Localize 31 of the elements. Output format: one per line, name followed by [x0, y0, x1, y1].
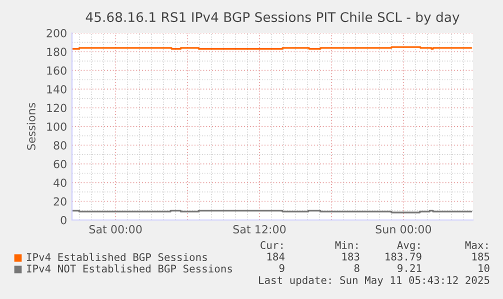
y-tick-label: 100 — [47, 122, 66, 131]
y-tick-label: 60 — [54, 160, 66, 168]
text: 184 — [267, 252, 284, 261]
y-axis-title: Sessions — [26, 102, 36, 150]
text: 8 — [354, 264, 360, 272]
legend-label: IPv4 Established BGP Sessions — [27, 252, 207, 262]
text: Last update: Sun May 11 05:43:12 2025 — [259, 276, 490, 286]
x-tick-label: Sun 00:00 — [376, 225, 432, 234]
y-tick-label: 180 — [47, 48, 66, 56]
text: Avg: — [397, 241, 420, 252]
x-tick-label: Sat 00:00 — [89, 225, 142, 234]
x-tick-label: Sat 12:00 — [233, 225, 286, 234]
legend-label: IPv4 NOT Established BGP Sessions — [27, 264, 232, 273]
y-tick-label: 20 — [54, 197, 66, 206]
y-tick-label: 120 — [47, 104, 66, 112]
text: 183.79 — [386, 252, 422, 261]
text: 10 — [478, 264, 490, 272]
text: Min: — [335, 240, 358, 249]
y-tick-label: 40 — [54, 178, 66, 187]
text: 9.21 — [398, 264, 422, 272]
text: 9 — [279, 264, 284, 272]
text: 183 — [342, 252, 360, 261]
text: Max: — [465, 241, 488, 250]
chart-title: 45.68.16.1 RS1 IPv4 BGP Sessions PIT Chile SCL - by day — [86, 12, 460, 25]
y-tick-label: 0 — [60, 216, 66, 224]
text: Cur: — [260, 241, 282, 250]
y-tick-label: 80 — [54, 141, 66, 150]
y-tick-label: 140 — [47, 85, 66, 94]
text: 185 — [472, 252, 490, 261]
y-tick-label: 160 — [47, 66, 66, 75]
y-tick-label: 200 — [46, 28, 66, 38]
